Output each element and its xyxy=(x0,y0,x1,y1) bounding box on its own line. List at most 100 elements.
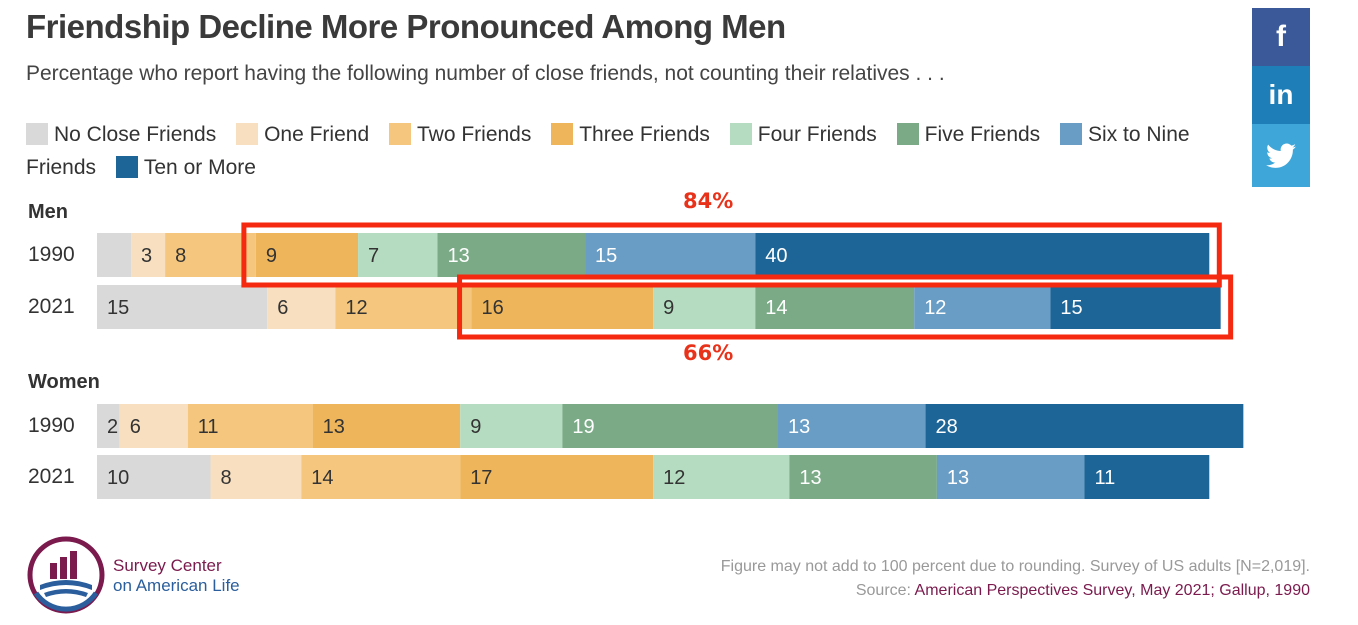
legend-label: Four Friends xyxy=(757,123,877,146)
legend-label: No Close Friends xyxy=(54,123,217,146)
value-label-men-1990-one-friend: 3 xyxy=(141,245,152,267)
bar-women-1990-three-friends xyxy=(312,404,461,448)
value-label-women-1990-three-friends: 13 xyxy=(323,416,345,438)
value-label-men-2021-two-friends: 12 xyxy=(345,297,367,319)
bar-women-2021-five-friends xyxy=(789,455,937,499)
bar-men-2021-three-friends xyxy=(471,285,654,329)
facebook-share-button[interactable]: f xyxy=(1252,8,1310,66)
value-label-women-1990-ten-or-more: 28 xyxy=(936,416,958,438)
bar-men-1990-one-friend xyxy=(131,233,166,277)
value-label-women-1990-one-friend: 6 xyxy=(130,416,141,438)
bar-women-2021-one-friend xyxy=(210,455,302,499)
twitter-share-button[interactable] xyxy=(1252,124,1310,187)
facebook-icon: f xyxy=(1276,20,1286,53)
value-label-women-2021-two-friends: 14 xyxy=(311,467,333,489)
value-label-women-2021-one-friend: 8 xyxy=(221,467,232,489)
bar-women-1990-no-close-friends xyxy=(97,404,120,448)
bar-men-1990-ten-or-more xyxy=(755,233,1210,277)
bar-men-1990-two-friends xyxy=(165,233,256,277)
value-label-women-2021-six-to-nine-friends: 13 xyxy=(947,467,969,489)
bar-women-2021-six-to-nine-friends xyxy=(936,455,1085,499)
chart-title: Friendship Decline More Pronounced Among… xyxy=(26,8,786,45)
bar-men-1990-no-close-friends xyxy=(97,233,132,277)
value-label-men-2021-five-friends: 14 xyxy=(765,297,787,319)
value-label-women-2021-ten-or-more: 11 xyxy=(1094,467,1115,489)
footnote-rounding: Figure may not add to 100 percent due to… xyxy=(720,558,1310,575)
legend-item-six-to-nine-friends: Six to Nine Friends xyxy=(26,123,1190,179)
value-label-men-1990-four-friends: 7 xyxy=(368,245,379,267)
bar-men-1990-four-friends xyxy=(358,233,438,277)
value-label-women-1990-no-close-friends: 2 xyxy=(107,416,118,438)
bar-men-1990-five-friends xyxy=(437,233,586,277)
bar-men-2021-one-friend xyxy=(267,285,336,329)
bar-men-1990-three-friends xyxy=(255,233,359,277)
source-link[interactable]: American Perspectives Survey, May 2021; … xyxy=(914,582,1310,599)
row-label-women-2021: 2021 xyxy=(28,465,75,488)
legend-swatch xyxy=(1060,123,1083,145)
annotation-men-1990: 84% xyxy=(683,189,734,213)
bar-women-2021-two-friends xyxy=(301,455,461,499)
legend-label: Two Friends xyxy=(416,123,532,146)
bar-men-2021-no-close-friends xyxy=(97,285,268,329)
bar-men-2021-two-friends xyxy=(335,285,472,329)
chart-subtitle: Percentage who report having the followi… xyxy=(26,62,945,85)
legend: No Close Friends One Friend Two Friends … xyxy=(26,118,1236,184)
legend-swatch xyxy=(896,123,919,145)
legend-label: One Friend xyxy=(264,123,370,146)
legend-item-two-friends: Two Friends xyxy=(388,123,532,146)
value-label-men-2021-ten-or-more: 15 xyxy=(1060,297,1082,319)
bar-men-2021-ten-or-more xyxy=(1050,285,1221,329)
value-label-men-2021-six-to-nine-friends: 12 xyxy=(924,297,946,319)
legend-swatch xyxy=(26,123,48,145)
bar-women-1990-six-to-nine-friends xyxy=(778,404,926,448)
bar-women-1990-ten-or-more xyxy=(925,404,1244,448)
legend-item-no-close-friends: No Close Friends xyxy=(26,123,216,146)
bar-men-2021-four-friends xyxy=(653,285,756,329)
value-label-women-1990-two-friends: 11 xyxy=(198,416,219,438)
legend-swatch xyxy=(729,123,752,145)
value-label-men-2021-three-friends: 16 xyxy=(482,297,504,319)
value-label-men-1990-ten-or-more: 40 xyxy=(765,245,787,267)
value-label-women-2021-three-friends: 17 xyxy=(470,467,492,489)
bar-women-1990-four-friends xyxy=(460,404,563,448)
highlight-box-men-1990 xyxy=(241,222,1222,288)
bar-men-2021-five-friends xyxy=(755,285,915,329)
legend-swatch xyxy=(236,123,259,145)
bar-women-2021-four-friends xyxy=(653,455,790,499)
row-label-men-1990: 1990 xyxy=(28,243,75,266)
value-label-men-2021-four-friends: 9 xyxy=(663,297,674,319)
value-label-men-1990-three-friends: 9 xyxy=(266,245,277,267)
value-label-women-2021-no-close-friends: 10 xyxy=(107,467,129,489)
logo-line-1: Survey Center xyxy=(113,556,222,575)
legend-swatch xyxy=(388,123,411,145)
logo-wordmark: Survey Center on American Life xyxy=(113,556,240,596)
bar-women-1990-two-friends xyxy=(187,404,313,448)
bar-men-2021-six-to-nine-friends xyxy=(914,285,1051,329)
value-label-women-2021-five-friends: 13 xyxy=(799,467,821,489)
bar-women-1990-one-friend xyxy=(119,404,188,448)
value-label-men-1990-six-to-nine-friends: 15 xyxy=(595,245,617,267)
value-label-women-2021-four-friends: 12 xyxy=(663,467,685,489)
legend-swatch xyxy=(115,156,138,178)
bar-women-2021-ten-or-more xyxy=(1084,455,1210,499)
legend-item-four-friends: Four Friends xyxy=(729,123,877,146)
bar-men-1990-six-to-nine-friends xyxy=(585,233,756,277)
linkedin-icon: in xyxy=(1268,79,1294,110)
group-label-men: Men xyxy=(28,201,68,223)
legend-item-one-friend: One Friend xyxy=(236,123,369,146)
footnote-source: Source: American Perspectives Survey, Ma… xyxy=(721,579,1310,603)
value-label-men-2021-no-close-friends: 15 xyxy=(107,297,129,319)
value-label-men-1990-two-friends: 8 xyxy=(175,245,186,267)
value-label-women-1990-four-friends: 9 xyxy=(470,416,481,438)
legend-label: Six to Nine Friends xyxy=(26,123,1190,179)
value-label-women-1990-five-friends: 19 xyxy=(572,416,594,438)
linkedin-share-button[interactable]: in xyxy=(1252,66,1310,124)
legend-label: Three Friends xyxy=(579,123,710,146)
logo-line-2: on American Life xyxy=(113,576,240,595)
footnote: Figure may not add to 100 percent due to… xyxy=(721,555,1310,603)
twitter-icon xyxy=(1266,143,1296,168)
highlight-box-men-2021 xyxy=(457,274,1234,340)
legend-item-ten-or-more: Ten or More xyxy=(115,156,256,179)
legend-label: Ten or More xyxy=(143,156,256,179)
